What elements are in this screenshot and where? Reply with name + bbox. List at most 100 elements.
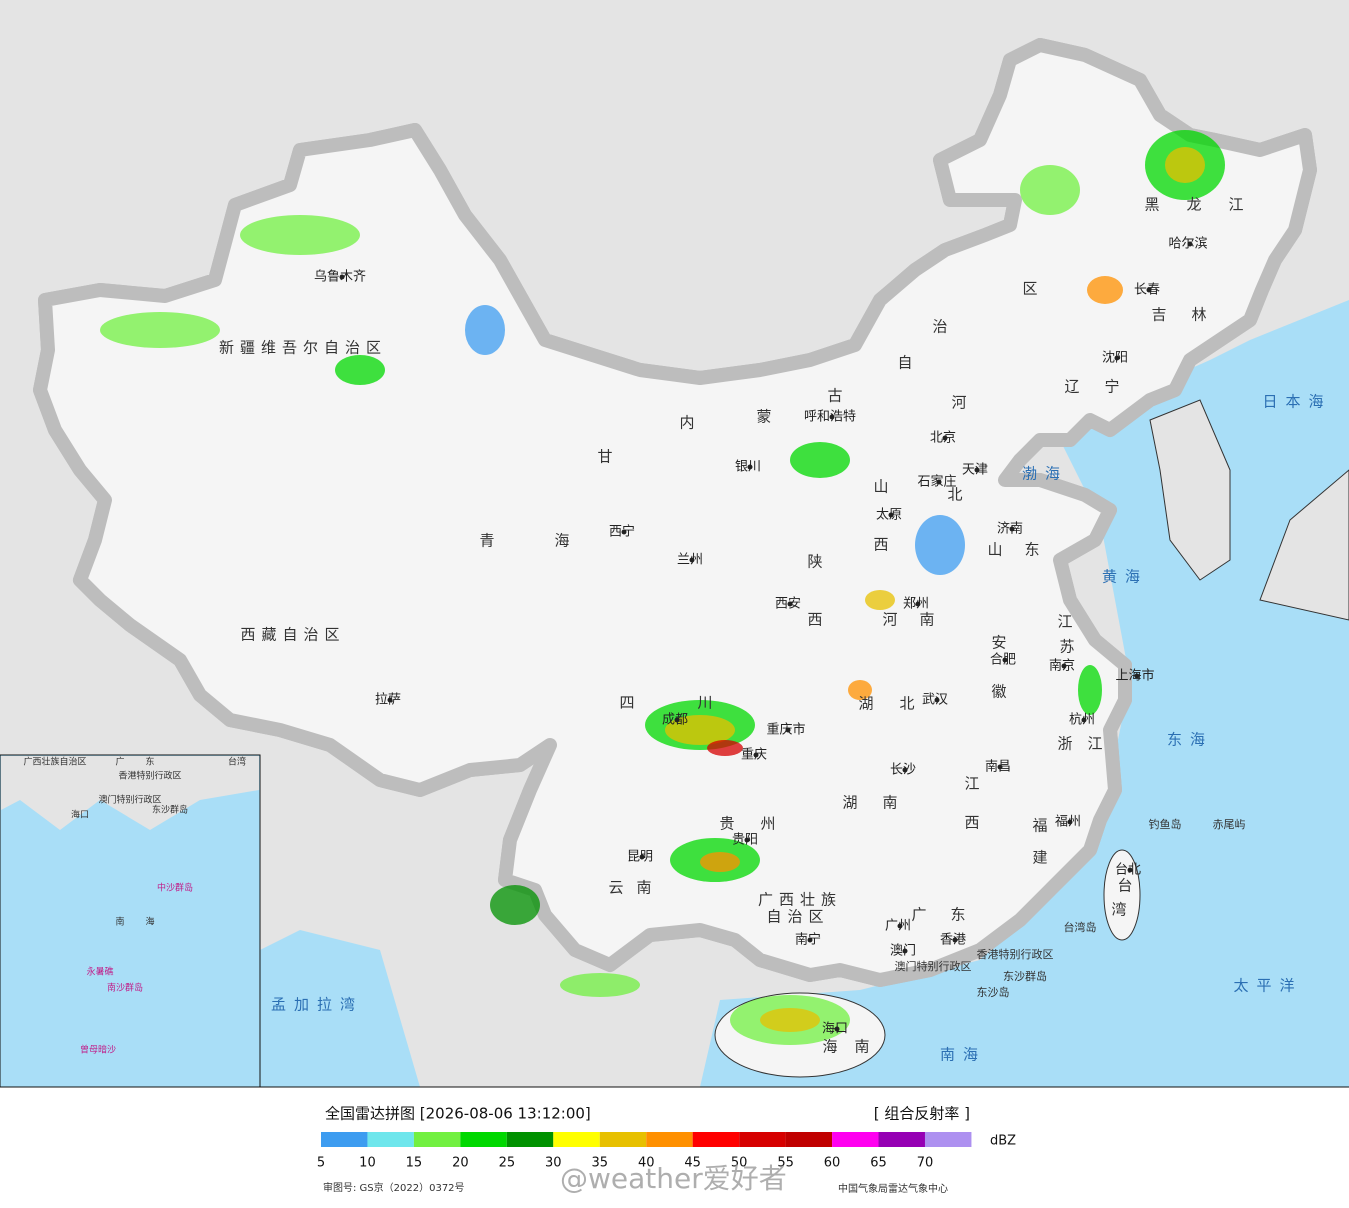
place-label: 钓鱼岛 [1149, 817, 1182, 831]
place-label: 东 [950, 906, 971, 924]
city-marker [897, 923, 903, 929]
legend: 5 10 15 20 25 30 35 40 45 50 55 60 65 70 [317, 1132, 972, 1171]
legend-swatch [367, 1132, 414, 1147]
source: 中国气象局雷达气象中心 [838, 1182, 948, 1195]
place-label: 澳门特别行政区 [895, 959, 972, 973]
place-label: 哈尔滨 [1168, 236, 1207, 252]
city-marker [915, 601, 921, 607]
place-label: 西 [964, 814, 985, 832]
place-label: 西 [873, 536, 894, 554]
legend-tick-label: 40 [638, 1156, 655, 1171]
city-marker [339, 274, 345, 280]
place-label: 江 [1087, 735, 1108, 753]
place-label: 香港特别行政区 [977, 947, 1054, 961]
place-label: 新疆维吾尔自治区 [219, 339, 387, 357]
echo [490, 885, 540, 925]
korea-land [1149, 399, 1231, 581]
place-label: 龙 [1186, 196, 1207, 214]
place-label: 太平洋 [1233, 977, 1302, 995]
place-label: 上海市 [1115, 668, 1154, 684]
echo [335, 355, 385, 385]
place-label: 内 [679, 414, 700, 432]
inset-label: 中沙群岛 [157, 882, 193, 894]
place-label: 南京 [1049, 658, 1075, 674]
place-label: 陕 [807, 553, 828, 571]
place-label: 石家庄 [917, 474, 956, 490]
place-label: 湖 [842, 794, 863, 812]
echo [848, 680, 872, 700]
place-label: 广 [911, 906, 932, 924]
place-label: 武汉 [922, 693, 948, 708]
place-label: 北 [947, 486, 968, 504]
city-marker [785, 727, 791, 733]
inset-label: 海口 [71, 809, 89, 821]
place-label: 黑 [1144, 196, 1165, 214]
inset-label: 台湾 [228, 756, 246, 768]
place-label: 南宁 [795, 932, 821, 948]
place-label: 长沙 [890, 763, 916, 778]
legend-product: [ 组合反射率 ] [874, 1105, 970, 1123]
place-label: 区 [1022, 280, 1043, 298]
inset-label: 南 [115, 916, 124, 928]
legend-unit: dBZ [990, 1134, 1016, 1149]
city-marker [1134, 673, 1140, 679]
place-label: 辽 [1064, 378, 1085, 396]
legend-swatch [739, 1132, 786, 1147]
legend-tick-label: 70 [917, 1156, 934, 1171]
place-label: 湖 [858, 695, 879, 713]
echo [665, 715, 735, 745]
place-label: 贵阳 [732, 833, 758, 848]
place-label: 西宁 [609, 524, 635, 540]
place-label: 成都 [662, 713, 688, 728]
legend-swatch [692, 1132, 740, 1147]
place-label: 苏 [1059, 638, 1080, 656]
city-marker [902, 767, 908, 773]
place-label: 渤海 [1022, 465, 1068, 483]
legend-tick-label: 50 [731, 1156, 748, 1171]
echo [760, 1008, 820, 1032]
place-label: 黄海 [1102, 568, 1148, 586]
place-label: 海 [822, 1038, 843, 1056]
place-label: 兰州 [677, 553, 703, 568]
place-label: 贵 [719, 815, 740, 833]
place-label: 天津 [962, 463, 988, 478]
place-labels: 乌鲁木齐新疆维吾尔自治区西藏自治区拉萨青海西宁甘兰州内 蒙古自治区呼和浩特银川北京… [219, 196, 1331, 1064]
legend-swatch [553, 1132, 600, 1147]
legend-swatch [460, 1132, 507, 1147]
city-marker [1061, 663, 1067, 669]
place-label: 安 [991, 634, 1012, 652]
legend-swatch [413, 1132, 461, 1147]
place-label: 云 [608, 879, 629, 897]
taiwan [1103, 849, 1141, 941]
legend-tick-label: 10 [359, 1156, 376, 1171]
echo [465, 305, 505, 355]
inset-label: 广 [115, 756, 124, 768]
place-label: 南昌 [985, 759, 1011, 775]
place-label: 香港 [940, 933, 966, 948]
place-label: 日本海 [1262, 393, 1331, 411]
city-marker [834, 1026, 840, 1032]
city-marker [1009, 526, 1015, 532]
legend-swatch [506, 1132, 554, 1147]
legend-tick-label: 15 [406, 1156, 423, 1171]
legend-swatch [785, 1132, 833, 1147]
place-label: 湾 [1111, 901, 1132, 919]
place-label: 西安 [775, 597, 801, 612]
place-label: 呼和浩特 [804, 410, 856, 425]
inset-label: 曾母暗沙 [80, 1044, 116, 1056]
legend-tick-label: 20 [452, 1156, 469, 1171]
city-marker [936, 479, 942, 485]
inset-land [1, 756, 259, 830]
inset-label: 南沙群岛 [107, 982, 143, 994]
inset-label: 香港特别行政区 [118, 770, 181, 782]
place-label: 海 [554, 532, 575, 550]
place-label: 自 [897, 354, 918, 372]
place-label: 海口 [822, 1022, 848, 1037]
place-label: 山 [873, 478, 894, 496]
inset-label: 东沙群岛 [152, 804, 188, 816]
inset-label: 东 [145, 756, 154, 768]
city-marker [744, 837, 750, 843]
place-label: 拉萨 [375, 693, 401, 708]
place-label: 重庆 [741, 747, 767, 763]
place-label: 澳门 [890, 943, 916, 959]
